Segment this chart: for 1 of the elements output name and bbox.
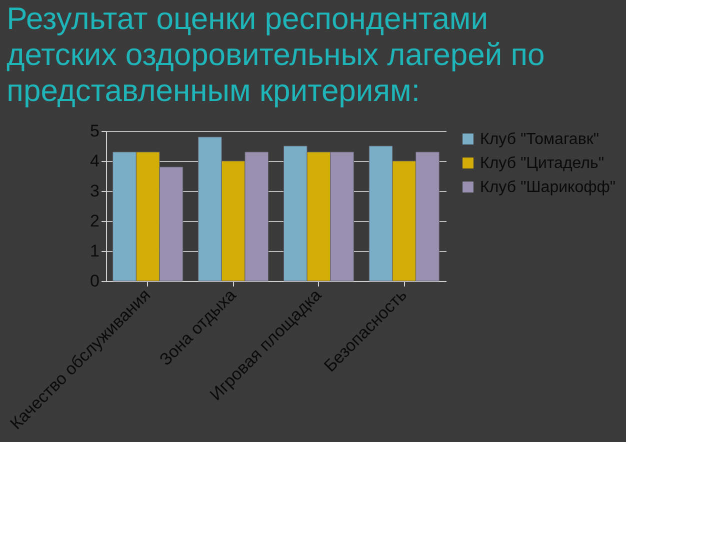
chart-title: Результат оценки респондентами детских оздоровительных лагерей по представленным критериям:	[6, 1, 545, 108]
